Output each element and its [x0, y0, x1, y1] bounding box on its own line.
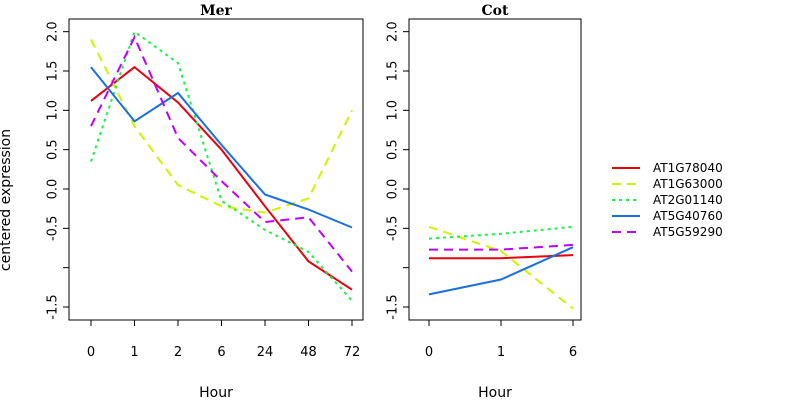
y-axis-label: centered expression: [0, 129, 14, 271]
y-tick-label: 2.0: [46, 21, 61, 42]
legend-label: AT5G40760: [653, 209, 723, 223]
series-line-at5g40760: [90, 66, 353, 229]
series-line-at2g01140: [428, 225, 574, 240]
x-tick-label: 24: [257, 345, 274, 360]
plot-frame: [68, 18, 364, 321]
series-line-at1g63000: [428, 225, 574, 310]
x-tick-label: 1: [497, 345, 505, 360]
series-line-at5g59290: [90, 34, 353, 273]
x-tick-label: 0: [425, 345, 433, 360]
x-tick-label: 6: [569, 345, 577, 360]
y-tick-label: 0.5: [386, 139, 401, 160]
y-tick-label: 0.0: [386, 179, 401, 200]
panel-title: Cot: [482, 3, 509, 19]
y-tick-label: 2.0: [386, 21, 401, 42]
y-tick-label: -1.5: [46, 294, 61, 319]
x-tick-label: 6: [217, 345, 225, 360]
y-tick-label: -0.5: [386, 216, 401, 241]
legend-label: AT5G59290: [653, 225, 723, 239]
panel-mer: Mer -1.5 -0.5 0.0 0.5 1.0 1.5 2.0 0 1 2 6 24 48 72 Hour: [46, 3, 364, 400]
series-line-at5g59290: [429, 243, 574, 251]
legend-label: AT1G63000: [653, 177, 723, 191]
series-line-at2g01140: [90, 30, 353, 302]
x-tick-label: 2: [174, 345, 182, 360]
x-axis-label: Hour: [478, 385, 512, 400]
y-tick-label: 1.5: [46, 61, 61, 82]
x-tick-label: 48: [300, 345, 317, 360]
plot-frame: [408, 18, 582, 321]
series-line-at1g63000: [90, 39, 353, 214]
panel-cot: Cot -1.5 -0.5 0.0 0.5 1.0 1.5 2.0 0 1 6 Hour: [386, 3, 582, 400]
x-tick-label: 0: [87, 345, 95, 360]
y-tick-label: 1.0: [386, 100, 401, 121]
legend: AT1G78040 AT1G63000 AT2G01140 AT5G40760 AT5G…: [612, 161, 723, 239]
x-axis-label: Hour: [199, 385, 233, 400]
y-tick-label: 0.0: [46, 179, 61, 200]
legend-label: AT2G01140: [653, 193, 723, 207]
x-tick-label: 72: [344, 345, 361, 360]
panel-title: Mer: [200, 3, 232, 19]
series-line-at1g78040: [429, 254, 574, 260]
y-tick-label: -1.5: [386, 294, 401, 319]
y-tick-label: 1.5: [386, 61, 401, 82]
series-line-at1g78040: [90, 65, 353, 291]
series-line-at5g40760: [428, 246, 574, 296]
y-tick-label: 1.0: [46, 100, 61, 121]
legend-label: AT1G78040: [653, 161, 723, 175]
y-tick-label: 0.5: [46, 139, 61, 160]
y-tick-label: -0.5: [46, 216, 61, 241]
x-tick-label: 1: [130, 345, 138, 360]
